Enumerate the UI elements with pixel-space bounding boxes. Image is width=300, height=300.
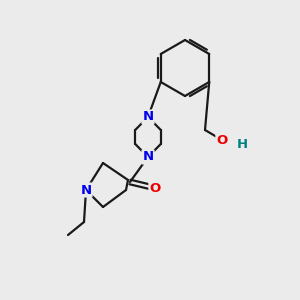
Text: H: H: [236, 139, 247, 152]
Text: N: N: [142, 151, 154, 164]
Text: O: O: [149, 182, 161, 194]
Text: O: O: [216, 134, 228, 146]
Text: N: N: [80, 184, 92, 196]
Text: N: N: [142, 110, 154, 124]
